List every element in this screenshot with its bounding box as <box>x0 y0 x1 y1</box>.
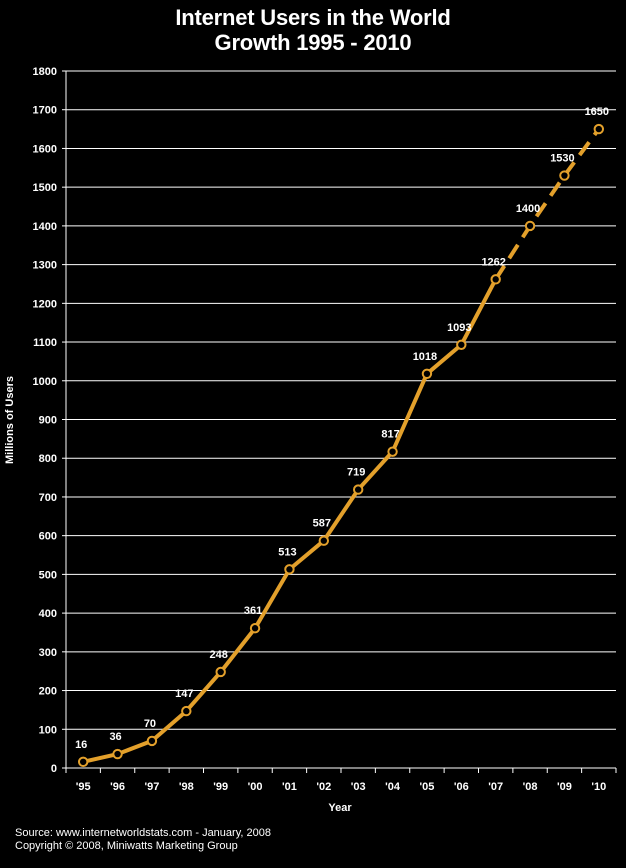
data-point <box>593 123 605 135</box>
x-tick-label: '08 <box>523 781 538 793</box>
data-point <box>559 170 570 181</box>
axes <box>62 70 617 773</box>
chart-title: Internet Users in the World <box>175 5 451 30</box>
data-label: 147 <box>175 688 193 700</box>
y-tick-label: 500 <box>39 569 57 581</box>
data-label: 248 <box>210 649 228 661</box>
data-point <box>490 274 501 285</box>
x-tick-labels: '95 '96 '97 '98 '99 '00 '01 '02 '03 '04 '05 '06 '07 '… <box>76 781 606 793</box>
data-label: 70 <box>144 718 156 730</box>
data-label: 1400 <box>516 203 540 215</box>
data-label: 16 <box>75 739 87 751</box>
data-point <box>181 705 192 717</box>
data-label: 1093 <box>447 322 471 334</box>
data-point <box>524 220 536 232</box>
data-label: 1530 <box>550 153 574 165</box>
x-tick-label: '99 <box>213 781 228 793</box>
gridlines <box>66 70 616 730</box>
line-chart: 0 100 200 300 400 500 600 700 800 900 1000 1100 1200… <box>4 66 617 814</box>
chart-subtitle: Growth 1995 - 2010 <box>214 30 412 55</box>
y-tick-label: 600 <box>39 531 57 543</box>
data-point <box>77 756 89 768</box>
x-tick-label: '10 <box>591 781 606 793</box>
series-line-projected <box>494 127 601 281</box>
data-label: 513 <box>278 546 296 558</box>
x-tick-label: '02 <box>316 781 331 793</box>
y-tick-label: 1400 <box>33 221 57 233</box>
x-tick-label: '97 <box>145 781 160 793</box>
y-tick-label: 100 <box>39 724 57 736</box>
x-axis-title: Year <box>328 802 352 814</box>
y-tick-label: 700 <box>39 492 57 504</box>
data-markers <box>77 123 605 768</box>
data-label: 1262 <box>481 256 505 268</box>
y-tick-label: 900 <box>39 415 57 427</box>
y-tick-label: 1800 <box>33 66 57 78</box>
data-point <box>318 535 330 546</box>
data-point <box>352 484 364 495</box>
x-tick-label: '05 <box>420 781 435 793</box>
y-tick-labels: 0 100 200 300 400 500 600 700 800 900 1000 1100 1200… <box>33 66 57 775</box>
y-tick-label: 1100 <box>33 337 57 349</box>
data-point <box>284 564 295 575</box>
y-tick-label: 400 <box>39 608 57 620</box>
x-tick-label: '95 <box>76 781 91 793</box>
y-tick-label: 200 <box>39 686 57 698</box>
y-tick-label: 0 <box>51 763 57 775</box>
x-tick-label: '07 <box>488 781 503 793</box>
data-label: 36 <box>109 731 121 743</box>
source-note: Source: www.internetworldstats.com - Jan… <box>15 827 271 839</box>
data-labels: 16 36 70 147 248 361 513 587 719 817 1018 1093 1262 1… <box>75 106 609 751</box>
y-tick-label: 1500 <box>33 182 57 194</box>
data-label: 1018 <box>413 351 437 363</box>
y-tick-label: 800 <box>39 453 57 465</box>
data-point <box>456 339 467 350</box>
y-tick-label: 1000 <box>33 376 57 388</box>
x-tick-label: '98 <box>179 781 194 793</box>
data-label: 587 <box>313 518 331 530</box>
data-label: 1650 <box>585 106 609 118</box>
y-axis-title: Millions of Users <box>4 376 16 464</box>
copyright-note: Copyright © 2008, Miniwatts Marketing Gr… <box>15 840 238 852</box>
series-line <box>81 127 601 764</box>
y-tick-label: 1700 <box>33 105 57 117</box>
x-tick-label: '06 <box>454 781 469 793</box>
data-point <box>249 623 261 634</box>
x-tick-label: '96 <box>110 781 125 793</box>
data-point <box>387 446 398 457</box>
x-tick-label: '09 <box>557 781 572 793</box>
x-tick-label: '04 <box>385 781 401 793</box>
data-label: 817 <box>381 429 399 441</box>
y-tick-label: 1200 <box>33 298 57 310</box>
y-tick-label: 1600 <box>33 143 57 155</box>
data-point <box>215 666 226 678</box>
x-tick-label: '03 <box>351 781 366 793</box>
data-label: 361 <box>244 605 262 617</box>
data-label: 719 <box>347 467 365 479</box>
x-tick-label: '00 <box>248 781 263 793</box>
data-point <box>146 735 158 747</box>
data-point <box>421 368 433 380</box>
y-tick-label: 1300 <box>33 260 57 272</box>
data-point <box>112 748 123 760</box>
x-tick-label: '01 <box>282 781 297 793</box>
y-tick-label: 300 <box>39 647 57 659</box>
